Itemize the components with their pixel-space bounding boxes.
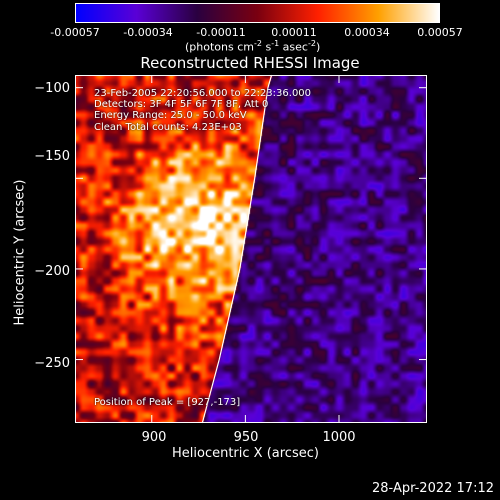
x-tick-label: 950 (233, 430, 259, 445)
y-axis-label: Heliocentric Y (arcsec) (12, 179, 28, 326)
y-tick-label: −250 (34, 356, 70, 371)
units-text: asec (279, 40, 308, 54)
colorbar-tick-label: -0.00011 (196, 26, 246, 39)
colorbar-tick-label: -0.00034 (123, 26, 173, 39)
colorbar-tick-label: 0.00034 (344, 26, 390, 39)
annotation-total-counts: Clean Total counts: 4.23E+03 (94, 122, 242, 133)
x-tick-label: 1000 (322, 430, 356, 445)
y-tick-label: −150 (34, 149, 70, 164)
y-tick-label: −100 (34, 81, 70, 96)
colorbar-tick-label: 0.00011 (271, 26, 317, 39)
units-sup: -2 (253, 39, 262, 48)
units-sup: -2 (307, 39, 316, 48)
annotation-time-range: 23-Feb-2005 22:20:56.000 to 22:23:36.000 (94, 88, 312, 99)
solar-limb-line (201, 74, 273, 424)
units-text: s (261, 40, 272, 54)
units-text: ) (315, 40, 321, 54)
footer-timestamp: 28-Apr-2022 17:12 (372, 481, 494, 496)
colorbar-tick-label: -0.00057 (50, 26, 100, 39)
x-axis-label: Heliocentric X (arcsec) (172, 446, 319, 461)
y-tick-label: −200 (34, 264, 70, 279)
chart-title: Reconstructed RHESSI Image (140, 54, 360, 72)
units-text: (photons cm (185, 40, 254, 54)
peak-position-label: Position of Peak = [927,-173] (94, 397, 241, 408)
units-sup: -1 (271, 39, 280, 48)
colorbar-tick-label: 0.00057 (417, 26, 463, 39)
x-tick-label: 900 (141, 430, 167, 445)
annotation-detectors: Detectors: 3F 4F 5F 6F 7F 8F, Att 0 (94, 99, 269, 110)
colorbar (75, 3, 440, 23)
annotation-energy-range: Energy Range: 25.0 - 50.0 keV (94, 110, 247, 121)
heatmap-image (75, 75, 427, 423)
colorbar-units: (photons cm-2 s-1 asec-2) (185, 39, 320, 54)
